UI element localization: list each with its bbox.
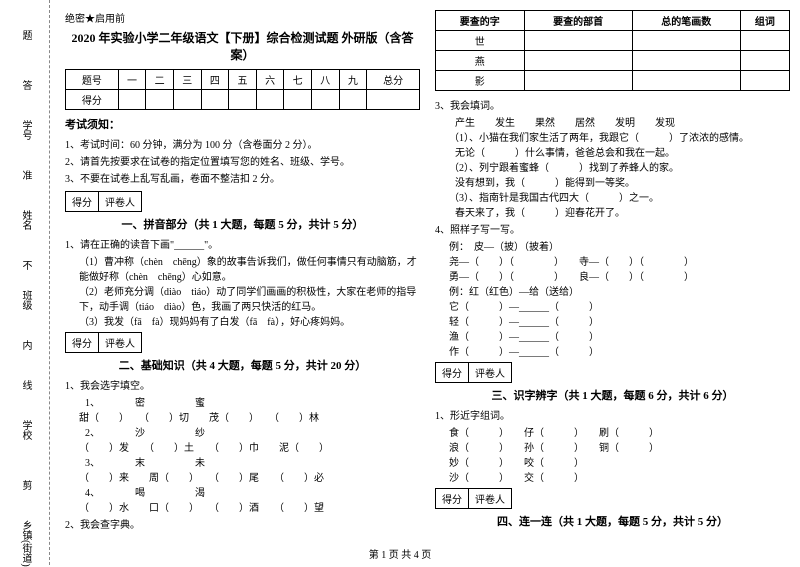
scorebox-b: 评卷人 (99, 191, 142, 212)
s2-r2a: 2、 沙 纱 (85, 424, 420, 439)
scorebox-a: 得分 (65, 191, 99, 212)
score-h5: 五 (229, 70, 257, 90)
score-box-3: 得分 评卷人 (435, 362, 512, 383)
section4-heading: 四、连一连（共 1 大题，每题 5 分，共计 5 分） (435, 513, 790, 529)
bind-l11: 答 (18, 80, 33, 90)
s3-q4: 4、照样子写一写。 (435, 221, 790, 236)
s2-r1b: 甜（ ） （ ）切 茂（ ） （ ）林 (79, 409, 420, 424)
score-h7: 七 (284, 70, 312, 90)
section3-heading: 三、识字辨字（共 1 大题，每题 6 分，共计 6 分） (435, 387, 790, 403)
s2-r2b: （ ）发 （ ）土 （ ）巾 泥（ ） (79, 439, 420, 454)
bind-l4: 线 (18, 380, 33, 390)
score-r2: 得分 (66, 90, 119, 110)
notice-1: 1、考试时间：60 分钟，满分为 100 分（含卷面分 2 分）。 (65, 136, 420, 151)
score-h3: 三 (173, 70, 201, 90)
lk-h2: 总的笔画数 (632, 11, 740, 31)
scorebox4-a: 得分 (435, 488, 469, 509)
score-h1: 一 (118, 70, 146, 90)
s4-q1: 1、形近字组词。 (435, 407, 790, 422)
score-h10: 总分 (367, 70, 420, 90)
s3-w: 产生 发生 果然 居然 发明 发现 (455, 114, 790, 129)
page-content: 绝密★启用前 2020 年实验小学二年级语文【下册】综合检测试题 外研版（含答案… (55, 0, 800, 533)
lk-c3: 影 (436, 71, 525, 91)
s2-r3b: （ ）来 周（ ） （ ）尾 （ ）必 (79, 469, 420, 484)
s3-e1: 例： 皮—（披）（披着） (449, 238, 790, 253)
bind-l7: 不 (18, 260, 33, 270)
s3-r3: 它（ ）—______（ ） (449, 298, 790, 313)
scorebox2-b: 评卷人 (99, 332, 142, 353)
notice-block: 考试须知： 1、考试时间：60 分钟，满分为 100 分（含卷面分 2 分）。 … (65, 116, 420, 185)
s3-r4: 轻（ ）—______（ ） (449, 313, 790, 328)
bind-l5: 内 (18, 340, 33, 350)
scorebox3-a: 得分 (435, 362, 469, 383)
s3-e2: 例：红（红色）—给（送给） (449, 283, 790, 298)
page-footer: 第 1 页 共 4 页 (0, 546, 800, 561)
s2-r1a: 1、 密 蜜 (85, 394, 420, 409)
s2-r4b: （ ）水 口（ ） （ ）酒 （ ）望 (79, 499, 420, 514)
s3-r5: 渔（ ）—______（ ） (449, 328, 790, 343)
bind-l12: 题 (18, 30, 33, 40)
s1-l1: （1）曹冲称（chèn chēng）象的故事告诉我们，做任何事情只有动脑筋，才能… (79, 253, 420, 283)
s3-q3: 3、我会填词。 (435, 97, 790, 112)
s2-r4a: 4、 喝 渴 (85, 484, 420, 499)
bind-l2: 剪 (18, 480, 33, 490)
s4-r1: 食（ ） 仔（ ） 刷（ ） (449, 424, 790, 439)
s1-q1: 1、请在正确的读音下画"______"。 (65, 236, 420, 251)
s3-r6: 作（ ）—______（ ） (449, 343, 790, 358)
lk-c1: 世 (436, 31, 525, 51)
right-column: 要查的字 要查的部首 总的笔画数 组词 世 燕 影 3、我会填词。 产生 发生 … (435, 10, 790, 533)
score-h6: 六 (256, 70, 284, 90)
score-h9: 九 (339, 70, 367, 90)
section1-heading: 一、拼音部分（共 1 大题，每题 5 分，共计 5 分） (65, 216, 420, 232)
bind-l6: 班级 (18, 290, 33, 310)
binding-margin: 乡镇(街道) 剪 学校 线 内 班级 不 姓名 准 学号 答 题 (0, 0, 50, 565)
s2-q2: 2、我会查字典。 (65, 516, 420, 531)
s1-l3: （3）我发（fā fà）现妈妈有了白发（fā fà），好心疼妈妈。 (79, 313, 420, 328)
score-table: 题号 一 二 三 四 五 六 七 八 九 总分 得分 (65, 69, 420, 110)
left-column: 绝密★启用前 2020 年实验小学二年级语文【下册】综合检测试题 外研版（含答案… (65, 10, 420, 533)
section2-heading: 二、基础知识（共 4 大题，每题 5 分，共计 20 分） (65, 357, 420, 373)
s3-l2b: 没有想到，我（ ）能得到一等奖。 (455, 174, 790, 189)
s3-r2: 勇—（ ）（ ） 良—（ ）（ ） (449, 268, 790, 283)
score-box-2: 得分 评卷人 (65, 332, 142, 353)
s2-q1: 1、我会选字填空。 (65, 377, 420, 392)
bind-l8: 姓名 (18, 210, 33, 230)
s4-r4: 沙（ ） 交（ ） (449, 469, 790, 484)
exam-title: 2020 年实验小学二年级语文【下册】综合检测试题 外研版（含答案） (65, 29, 420, 63)
lk-h0: 要查的字 (436, 11, 525, 31)
s3-l2: （2）、列宁跟着蜜蜂（ ）找到了养蜂人的家。 (449, 159, 790, 174)
bind-l9: 准 (18, 170, 33, 180)
s4-r3: 妙（ ） 咬（ ） (449, 454, 790, 469)
lk-h3: 组词 (740, 11, 789, 31)
lookup-table: 要查的字 要查的部首 总的笔画数 组词 世 燕 影 (435, 10, 790, 91)
s3-l3b: 春天来了，我（ ）迎春花开了。 (455, 204, 790, 219)
bind-l3: 学校 (18, 420, 33, 440)
lk-h1: 要查的部首 (524, 11, 632, 31)
s4-r2: 浪（ ） 孙（ ） 铜（ ） (449, 439, 790, 454)
score-box-4: 得分 评卷人 (435, 488, 512, 509)
s1-l2: （2）老师充分调（diào tiáo）动了同学们画画的积极性，大家在老师的指导下… (79, 283, 420, 313)
s3-l1b: 无论（ ）什么事情，爸爸总会和我在一起。 (455, 144, 790, 159)
notice-3: 3、不要在试卷上乱写乱画，卷面不整洁扣 2 分。 (65, 170, 420, 185)
score-h4: 四 (201, 70, 229, 90)
s3-r1: 尧—（ ）（ ） 寺—（ ）（ ） (449, 253, 790, 268)
s3-l3: （3）、指南针是我国古代四大（ ）之一。 (449, 189, 790, 204)
lk-c2: 燕 (436, 51, 525, 71)
scorebox4-b: 评卷人 (469, 488, 512, 509)
notice-2: 2、请首先按要求在试卷的指定位置填写您的姓名、班级、学号。 (65, 153, 420, 168)
score-h0: 题号 (66, 70, 119, 90)
scorebox3-b: 评卷人 (469, 362, 512, 383)
scorebox2-a: 得分 (65, 332, 99, 353)
score-h2: 二 (146, 70, 174, 90)
score-box-1: 得分 评卷人 (65, 191, 142, 212)
score-h8: 八 (311, 70, 339, 90)
s3-l1: （1）、小猫在我们家生活了两年，我跟它（ ）了浓浓的感情。 (449, 129, 790, 144)
secret-label: 绝密★启用前 (65, 10, 420, 25)
notice-heading: 考试须知： (65, 116, 420, 132)
bind-l10: 学号 (18, 120, 33, 140)
s2-r3a: 3、 末 未 (85, 454, 420, 469)
